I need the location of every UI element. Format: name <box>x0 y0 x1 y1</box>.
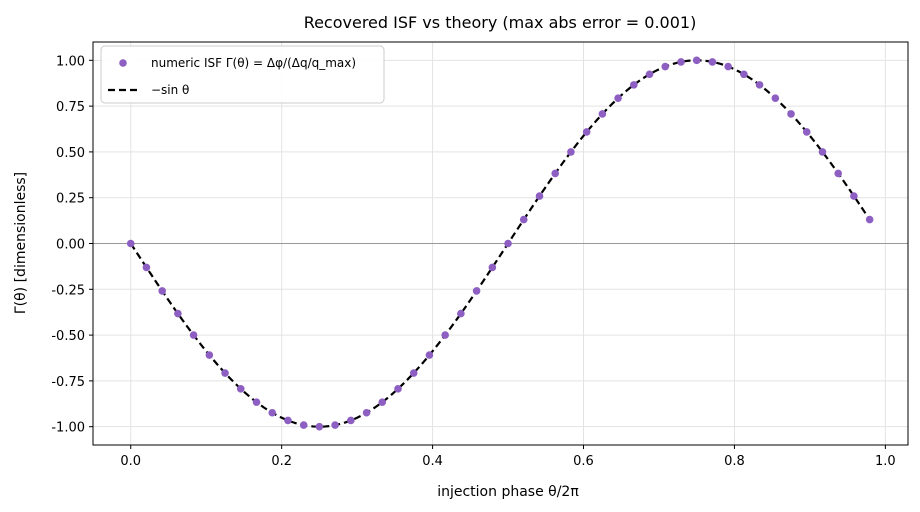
data-point <box>299 421 308 429</box>
data-point <box>457 309 465 318</box>
y-tick-label: -0.25 <box>51 283 85 298</box>
data-point <box>834 169 842 178</box>
data-point <box>441 331 449 339</box>
x-tick-label: 1.0 <box>875 454 896 469</box>
data-point <box>362 408 371 417</box>
data-point <box>189 331 198 339</box>
data-point <box>394 385 402 393</box>
data-point <box>677 58 685 66</box>
legend-label-numeric: numeric ISF Γ(θ) = Δφ/(Δq/q_max) <box>151 56 356 70</box>
chart-title: Recovered ISF vs theory (max abs error =… <box>304 13 697 32</box>
y-tick-label: -0.50 <box>51 329 85 344</box>
data-point <box>740 70 748 79</box>
data-point <box>614 94 622 102</box>
x-tick-label: 0.0 <box>120 454 141 469</box>
data-point <box>488 263 497 272</box>
data-point <box>315 422 324 431</box>
x-axis: 0.0 0.2 0.4 0.6 0.8 1.0 <box>120 445 896 469</box>
data-point <box>661 62 670 71</box>
data-point <box>771 94 780 102</box>
x-axis-title: injection phase θ/2π <box>437 484 579 500</box>
y-tick-label: 0.75 <box>56 100 85 115</box>
data-point <box>692 56 701 65</box>
data-point <box>174 309 182 318</box>
data-point <box>818 148 827 156</box>
data-point <box>787 110 795 118</box>
data-point <box>802 128 811 136</box>
legend-marker-numeric <box>119 59 127 67</box>
x-tick-label: 0.4 <box>422 454 443 469</box>
legend: numeric ISF Γ(θ) = Δφ/(Δq/q_max) −sin θ <box>100 45 385 104</box>
data-point <box>708 58 717 66</box>
data-point <box>598 110 607 118</box>
data-point <box>472 287 481 295</box>
data-point <box>158 287 166 295</box>
numeric-points <box>126 56 874 431</box>
data-point <box>850 192 858 200</box>
data-point <box>268 408 277 417</box>
data-point <box>535 192 544 200</box>
data-point <box>755 81 764 89</box>
y-tick-label: 1.00 <box>56 54 85 69</box>
data-point <box>409 369 418 377</box>
data-point <box>645 70 654 79</box>
x-tick-label: 0.2 <box>271 454 292 469</box>
x-tick-label: 0.6 <box>573 454 594 469</box>
data-point <box>425 351 434 359</box>
data-point <box>205 351 214 359</box>
data-point <box>630 81 638 89</box>
data-point <box>378 398 387 406</box>
data-point <box>284 416 292 425</box>
x-tick-label: 0.8 <box>724 454 745 469</box>
y-tick-label: 0.00 <box>56 238 85 253</box>
data-point <box>142 263 151 272</box>
data-point <box>126 239 135 248</box>
data-point <box>582 128 591 136</box>
data-point <box>504 239 512 248</box>
legend-box <box>100 45 385 104</box>
y-tick-label: -1.00 <box>51 421 85 436</box>
y-axis: 1.00 0.75 0.50 0.25 0.00 -0.25 -0.50 -0.75 -1.00 <box>51 54 93 436</box>
data-point <box>567 148 575 156</box>
data-point <box>724 62 732 71</box>
data-point <box>865 215 874 224</box>
data-point <box>551 169 560 178</box>
data-point <box>331 421 339 429</box>
y-tick-label: 0.25 <box>56 192 85 207</box>
data-point <box>236 385 245 393</box>
data-point <box>519 215 528 224</box>
legend-label-theory: −sin θ <box>151 83 189 97</box>
y-tick-label: 0.50 <box>56 146 85 161</box>
data-point <box>347 416 355 425</box>
y-axis-title: Γ(θ) [dimensionless] <box>13 172 29 314</box>
y-tick-label: -0.75 <box>51 375 85 390</box>
data-point <box>221 369 229 377</box>
data-point <box>252 398 261 406</box>
